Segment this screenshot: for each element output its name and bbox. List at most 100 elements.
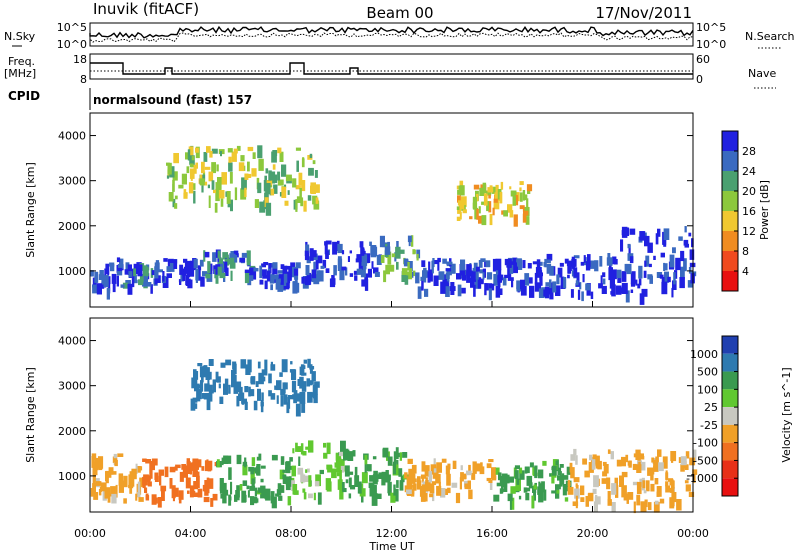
heat-cell xyxy=(478,260,483,268)
heat-cell xyxy=(601,285,607,294)
heat-cell xyxy=(361,491,364,503)
heat-cell xyxy=(178,184,184,189)
heat-cell xyxy=(442,274,448,287)
heat-cell xyxy=(309,366,313,374)
heat-cell xyxy=(174,203,178,209)
heat-cell xyxy=(239,257,246,263)
heat-cell xyxy=(229,253,232,262)
heat-cell xyxy=(509,186,512,190)
heat-cell xyxy=(277,171,281,181)
heat-cell xyxy=(188,146,194,158)
noise-sky-trace xyxy=(89,25,694,39)
power-y-ticks: 1000 2000 3000 4000 xyxy=(58,130,693,278)
heat-cell xyxy=(582,274,585,283)
heat-cell xyxy=(494,192,501,201)
heat-cell xyxy=(428,261,431,273)
heat-cell xyxy=(301,401,305,407)
heat-cell xyxy=(594,496,601,505)
heat-cell xyxy=(333,265,337,276)
heat-cell xyxy=(145,495,150,501)
heat-cell xyxy=(533,484,537,490)
heat-cell xyxy=(404,485,411,493)
heat-cell xyxy=(301,180,306,192)
heat-cell xyxy=(488,479,493,483)
colorbar-tick-label: 1000 xyxy=(690,348,718,361)
heat-cell xyxy=(421,476,424,483)
heat-cell xyxy=(260,485,266,499)
heat-cell xyxy=(387,251,392,265)
heat-cell xyxy=(172,179,175,192)
heat-cell xyxy=(302,372,307,376)
heat-cell xyxy=(599,256,603,267)
heat-cell xyxy=(533,489,536,501)
heat-cell xyxy=(588,462,594,473)
velocity-colorbar-label: Velocity [m s^-1] xyxy=(780,367,793,462)
heat-cell xyxy=(145,459,152,464)
heat-cell xyxy=(650,467,655,475)
heat-cell xyxy=(656,486,662,497)
heat-cell xyxy=(209,263,213,274)
heat-cell xyxy=(647,502,652,511)
heat-cell xyxy=(411,464,417,474)
heat-cell xyxy=(199,259,204,267)
heat-cell xyxy=(610,451,614,460)
heat-cell xyxy=(277,179,284,186)
heat-cell xyxy=(369,241,372,246)
heat-cell xyxy=(498,274,502,283)
heat-cell xyxy=(257,361,261,369)
heat-cell xyxy=(299,366,304,376)
heat-cell xyxy=(644,235,650,247)
heat-cell xyxy=(579,282,582,290)
colorbar-tick-label: 24 xyxy=(742,165,756,178)
heat-cell xyxy=(393,461,396,475)
heat-cell xyxy=(285,174,292,182)
velocity-colorbar: 1000 500 100 25 -25 -100 -500 -1000 xyxy=(686,335,739,497)
heat-cell xyxy=(194,383,200,392)
colorbar-tick-label: 500 xyxy=(697,366,718,379)
heat-cell xyxy=(123,498,127,504)
heat-cell xyxy=(163,258,168,262)
heat-cell xyxy=(301,276,305,284)
heat-cell xyxy=(256,456,260,461)
heat-cell xyxy=(474,277,481,289)
y-tick-label: 1000 xyxy=(58,470,86,483)
heat-cell xyxy=(262,275,268,279)
heat-cell xyxy=(103,275,109,288)
heat-cell xyxy=(663,228,670,240)
heat-cell xyxy=(504,274,509,278)
heat-cell xyxy=(226,191,231,204)
heat-cell xyxy=(339,489,344,500)
heat-cell xyxy=(314,381,320,388)
heat-cell xyxy=(399,480,404,491)
heat-cell xyxy=(356,254,362,262)
heat-cell xyxy=(223,455,229,464)
heat-cell xyxy=(398,468,403,477)
heat-cell xyxy=(212,493,218,501)
heat-cell xyxy=(162,271,165,282)
heat-cell xyxy=(371,493,378,506)
heat-cell xyxy=(100,482,107,492)
heat-cell xyxy=(258,158,264,171)
heat-cell xyxy=(549,289,554,300)
heat-cell xyxy=(575,455,578,465)
heat-cell xyxy=(510,190,517,197)
heat-cell xyxy=(171,485,176,499)
heat-cell xyxy=(303,200,307,212)
heat-cell xyxy=(244,173,249,180)
heat-cell xyxy=(460,259,466,271)
heat-cell xyxy=(99,270,104,278)
heat-cell xyxy=(342,488,347,493)
heat-cell xyxy=(500,488,506,492)
heat-cell xyxy=(242,461,248,467)
heat-cell xyxy=(431,260,434,274)
heat-cell xyxy=(291,465,296,477)
heat-cell xyxy=(488,194,491,199)
heat-cell xyxy=(207,478,214,489)
heat-cell xyxy=(268,390,272,397)
heat-cell xyxy=(173,259,178,269)
heat-cell xyxy=(341,250,345,255)
heat-cell xyxy=(651,457,655,463)
heat-cell xyxy=(218,383,221,389)
heat-cell xyxy=(460,472,464,482)
heat-cell xyxy=(589,454,592,461)
